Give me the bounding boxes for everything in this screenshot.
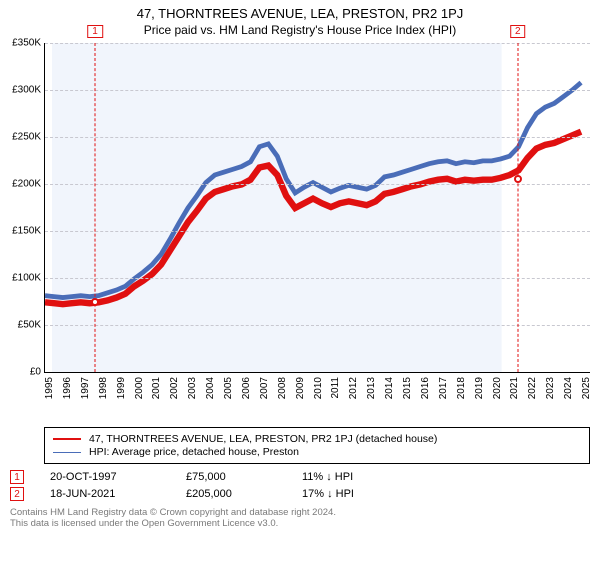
transaction-hpi-note: 11% ↓ HPI xyxy=(302,471,353,483)
x-axis-label: 2012 xyxy=(348,377,359,399)
x-axis-label: 2024 xyxy=(563,377,574,399)
x-axis-label: 2006 xyxy=(241,377,252,399)
y-axis-label: £250K xyxy=(1,132,41,143)
x-axis-label: 2016 xyxy=(420,377,431,399)
marker-dot xyxy=(514,175,522,183)
x-axis-label: 2020 xyxy=(492,377,503,399)
x-axis-label: 1997 xyxy=(80,377,91,399)
grid-line-h xyxy=(45,137,590,138)
y-axis-label: £300K xyxy=(1,85,41,96)
x-axis-label: 2008 xyxy=(277,377,288,399)
x-axis-label: 2019 xyxy=(474,377,485,399)
transaction-date: 18-JUN-2021 xyxy=(50,488,160,500)
transaction-hpi-note: 17% ↓ HPI xyxy=(302,488,354,500)
y-axis-label: £0 xyxy=(1,367,41,378)
transactions-block: 1 20-OCT-1997 £75,000 11% ↓ HPI 2 18-JUN-2021… xyxy=(10,470,590,501)
y-axis-label: £50K xyxy=(1,320,41,331)
series-line-hpi xyxy=(45,83,581,298)
grid-line-h xyxy=(45,278,590,279)
x-axis-label: 2010 xyxy=(313,377,324,399)
x-axis-label: 2018 xyxy=(456,377,467,399)
footer-line: Contains HM Land Registry data © Crown c… xyxy=(10,507,590,518)
transaction-row: 2 18-JUN-2021 £205,000 17% ↓ HPI xyxy=(10,487,590,501)
grid-line-h xyxy=(45,43,590,44)
x-axis-label: 1998 xyxy=(98,377,109,399)
x-axis-label: 2000 xyxy=(134,377,145,399)
marker-label: 2 xyxy=(510,25,526,38)
transaction-index: 2 xyxy=(10,487,24,501)
plot-region: £0£50K£100K£150K£200K£250K£300K£350K12 xyxy=(44,43,590,373)
x-axis-label: 2015 xyxy=(402,377,413,399)
x-axis-label: 2014 xyxy=(384,377,395,399)
marker-dot xyxy=(91,298,99,306)
y-axis-label: £150K xyxy=(1,226,41,237)
y-axis-label: £200K xyxy=(1,179,41,190)
y-axis-label: £100K xyxy=(1,273,41,284)
marker-label: 1 xyxy=(87,25,103,38)
x-axis-label: 2017 xyxy=(438,377,449,399)
chart-area: £0£50K£100K£150K£200K£250K£300K£350K12 1… xyxy=(44,43,590,423)
x-axis-label: 2003 xyxy=(187,377,198,399)
legend-entry-hpi: HPI: Average price, detached house, Pres… xyxy=(53,446,581,458)
legend-swatch xyxy=(53,438,81,440)
x-axis-label: 2023 xyxy=(545,377,556,399)
grid-line-h xyxy=(45,184,590,185)
x-axis-label: 2021 xyxy=(509,377,520,399)
marker-vline xyxy=(95,43,96,372)
x-axis-label: 1995 xyxy=(44,377,55,399)
x-axis-label: 2002 xyxy=(169,377,180,399)
transaction-index: 1 xyxy=(10,470,24,484)
grid-line-h xyxy=(45,325,590,326)
transaction-price: £75,000 xyxy=(186,471,276,483)
lines-svg xyxy=(45,43,590,373)
footer-line: This data is licensed under the Open Gov… xyxy=(10,518,590,529)
legend-label: HPI: Average price, detached house, Pres… xyxy=(89,446,299,458)
transaction-date: 20-OCT-1997 xyxy=(50,471,160,483)
x-axis-label: 2001 xyxy=(151,377,162,399)
x-axis-label: 2013 xyxy=(366,377,377,399)
marker-vline xyxy=(517,43,518,372)
legend-box: 47, THORNTREES AVENUE, LEA, PRESTON, PR2… xyxy=(44,427,590,464)
transaction-row: 1 20-OCT-1997 £75,000 11% ↓ HPI xyxy=(10,470,590,484)
x-axis-label: 1996 xyxy=(62,377,73,399)
footer-attribution: Contains HM Land Registry data © Crown c… xyxy=(10,507,590,529)
legend-label: 47, THORNTREES AVENUE, LEA, PRESTON, PR2… xyxy=(89,433,437,445)
grid-line-h xyxy=(45,90,590,91)
legend-swatch xyxy=(53,452,81,453)
page-title: 47, THORNTREES AVENUE, LEA, PRESTON, PR2… xyxy=(0,6,600,21)
y-axis-label: £350K xyxy=(1,38,41,49)
x-axis-label: 2004 xyxy=(205,377,216,399)
legend-entry-property: 47, THORNTREES AVENUE, LEA, PRESTON, PR2… xyxy=(53,433,581,445)
x-axis-label: 2025 xyxy=(581,377,592,399)
x-axis-label: 1999 xyxy=(116,377,127,399)
x-axis-label: 2011 xyxy=(330,377,341,399)
x-axis-label: 2009 xyxy=(295,377,306,399)
transaction-price: £205,000 xyxy=(186,488,276,500)
grid-line-h xyxy=(45,231,590,232)
x-axis-label: 2005 xyxy=(223,377,234,399)
x-axis-label: 2007 xyxy=(259,377,270,399)
x-axis-label: 2022 xyxy=(527,377,538,399)
